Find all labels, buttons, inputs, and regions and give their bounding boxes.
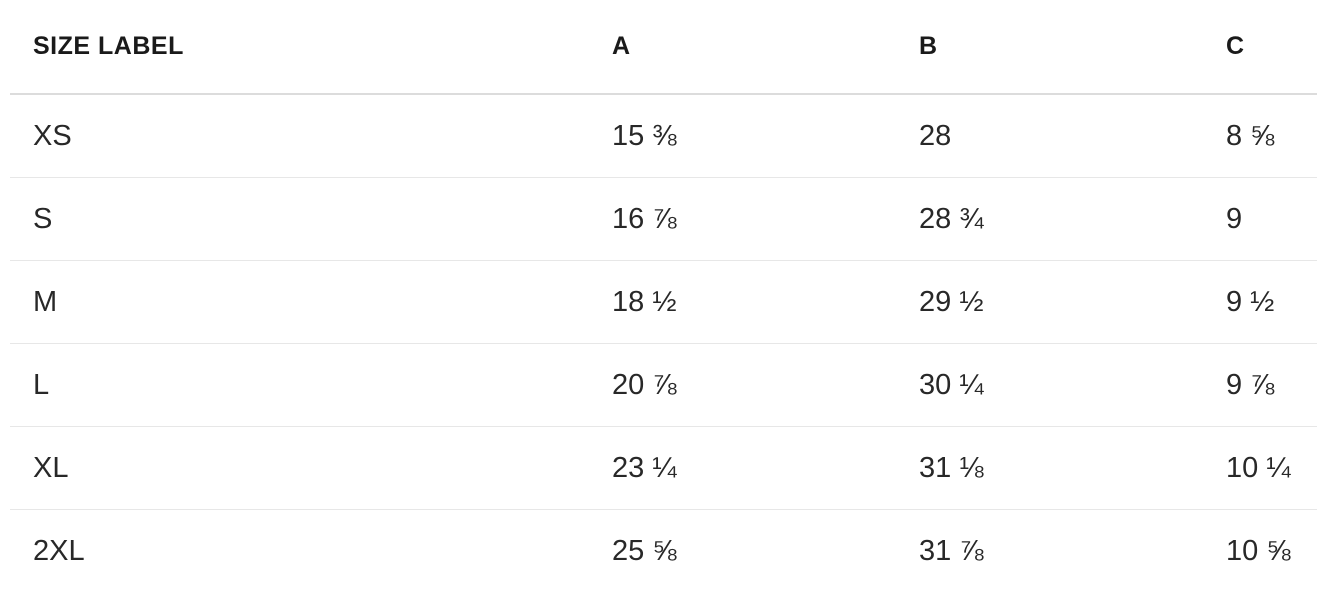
size-chart-table: SIZE LABEL A B C XS 15 ⅜ 28 8 ⅝ S 16 ⅞ 2… [10,0,1317,592]
table-row: 2XL 25 ⅝ 31 ⅞ 10 ⅝ [10,510,1317,593]
measurement-b-cell: 28 ¾ [896,177,1203,261]
measurement-c-cell: 10 ¼ [1203,426,1317,510]
measurement-a-cell: 23 ¼ [589,426,896,510]
measurement-b-cell: 31 ⅛ [896,426,1203,510]
size-label-cell: S [10,177,589,261]
measurement-c-cell: 9 ⅞ [1203,343,1317,427]
measurement-b-cell: 29 ½ [896,260,1203,344]
measurement-b-cell: 30 ¼ [896,343,1203,427]
size-label-cell: XS [10,94,589,178]
table-row: XL 23 ¼ 31 ⅛ 10 ¼ [10,426,1317,510]
column-header-a: A [589,0,896,95]
measurement-b-cell: 28 [896,94,1203,178]
measurement-a-cell: 20 ⅞ [589,343,896,427]
measurement-a-cell: 18 ½ [589,260,896,344]
measurement-c-cell: 10 ⅝ [1226,534,1291,567]
measurement-a-cell: 15 ⅜ [589,94,896,178]
column-header-size-label: SIZE LABEL [10,0,589,95]
table-row: L 20 ⅞ 30 ¼ 9 ⅞ [10,343,1317,427]
header-row: SIZE LABEL A B C [10,0,1317,95]
table-row: S 16 ⅞ 28 ¾ 9 [10,177,1317,261]
size-label-cell: XL [10,426,589,510]
measurement-b-cell: 31 ⅞ [919,534,984,567]
measurement-c-cell: 9 ½ [1203,260,1317,344]
measurement-c-cell: 8 ⅝ [1203,94,1317,178]
size-label-cell: M [10,260,589,344]
table-row: M 18 ½ 29 ½ 9 ½ [10,260,1317,344]
size-label-cell: L [10,343,589,427]
column-header-c: C [1203,0,1317,95]
size-label-cell: 2XL [33,534,85,567]
table-row: XS 15 ⅜ 28 8 ⅝ [10,94,1317,178]
measurement-a-cell: 16 ⅞ [589,177,896,261]
measurement-c-cell: 9 [1203,177,1317,261]
measurement-a-cell: 25 ⅝ [612,534,677,567]
column-header-b: B [896,0,1203,95]
